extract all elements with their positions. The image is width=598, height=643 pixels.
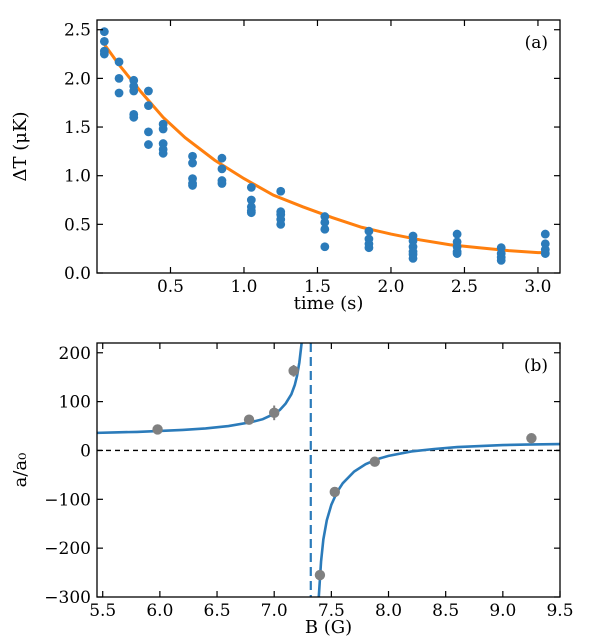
b-x-tick-label: 7.5 xyxy=(318,601,345,621)
panel-a-data-point xyxy=(364,226,374,236)
panel-a-label: (a) xyxy=(525,33,548,53)
panel-b-data-point xyxy=(268,407,280,419)
panel-b-data-point xyxy=(314,569,326,581)
panel-a-data-point xyxy=(246,182,256,192)
panel-a-data-point xyxy=(540,249,550,258)
a-x-tick-label: 2.5 xyxy=(451,277,478,297)
panel-a-data-point xyxy=(188,158,197,168)
panel-a-data-point xyxy=(217,153,227,163)
b-x-tick-label: 7.0 xyxy=(261,601,288,621)
panel-a-data-point xyxy=(99,27,109,37)
b-x-tick-label: 9.0 xyxy=(489,601,516,621)
panel-a-x-axis-label: time (s) xyxy=(294,293,364,314)
panel-a-data-point xyxy=(320,242,330,252)
panel-a-y-axis-label: ΔT (μK) xyxy=(10,112,31,182)
a-x-tick-label: 1.5 xyxy=(304,277,331,297)
panel-a-data-point xyxy=(452,229,462,239)
panel-b-ticks-layer: 5.5 6.0 6.5 7.0 7.5 8.0 8.5 9.0 9.5 −300 −200 −100 0… xyxy=(44,343,574,621)
b-x-tick-label: 8.5 xyxy=(432,601,459,621)
b-x-tick-label: 8.0 xyxy=(375,601,402,621)
panel-a-data-point xyxy=(217,164,227,174)
panel-a-data-point xyxy=(320,218,330,227)
panel-a-data-point xyxy=(114,57,124,67)
a-y-tick-label: 2.0 xyxy=(64,69,91,89)
panel-a-data-point xyxy=(144,86,153,96)
panel-a-data-point xyxy=(114,73,124,83)
panel-a-data-points-layer xyxy=(99,27,550,265)
panel-a-data-point xyxy=(144,101,153,111)
panel-a-fit-curve-layer xyxy=(103,43,546,255)
panel-b-scattering-length-plot: 5.5 6.0 6.5 7.0 7.5 8.0 8.5 9.0 9.5 −300 −200 −100 0… xyxy=(10,342,574,638)
panel-a-data-point xyxy=(452,249,462,258)
panel-b-label: (b) xyxy=(524,356,548,376)
panel-a-data-point xyxy=(129,112,139,122)
b-x-tick-label: 6.5 xyxy=(204,601,231,621)
panel-a-data-point xyxy=(246,195,256,205)
b-x-tick-label: 6.0 xyxy=(146,601,173,621)
panel-a-data-point xyxy=(158,124,168,134)
b-y-tick-label: −100 xyxy=(44,490,91,510)
panel-a-data-point xyxy=(99,37,109,46)
panel-b-data-point xyxy=(369,456,380,467)
a-y-tick-label: 0.5 xyxy=(64,215,91,235)
panel-b-data-point xyxy=(526,433,537,444)
b-y-tick-label: −300 xyxy=(44,588,91,608)
b-y-tick-label: 200 xyxy=(59,344,91,364)
panel-a-fit-curve xyxy=(103,43,546,255)
panel-a-thermalization-plot: 0.5 1.0 1.5 2.0 2.5 3.0 0.0 0.5 1.0 1.5 2.0 2.5 (a)… xyxy=(10,19,561,314)
panel-a-data-point xyxy=(188,151,197,161)
panel-a-data-point xyxy=(144,127,153,137)
panel-a-ticks-layer: 0.5 1.0 1.5 2.0 2.5 3.0 0.0 0.5 1.0 1.5 2.0 2.5 xyxy=(64,20,560,297)
b-x-tick-label: 9.5 xyxy=(546,601,573,621)
panel-b-fit-branch-2 xyxy=(317,442,560,597)
b-x-tick-label: 5.5 xyxy=(89,601,116,621)
a-y-tick-label: 0.0 xyxy=(64,264,91,284)
b-y-tick-label: −200 xyxy=(44,539,91,559)
panel-b-fit-curve-layer xyxy=(97,343,560,597)
panel-b-fit-branch-1 xyxy=(97,343,303,435)
panel-a-data-point xyxy=(276,186,286,196)
panel-b-plot-frame xyxy=(96,342,561,598)
a-y-tick-label: 1.0 xyxy=(64,167,91,187)
panel-a-data-point xyxy=(496,255,506,265)
panel-b-data-point xyxy=(152,424,163,435)
panel-a-data-point xyxy=(276,219,286,229)
b-y-tick-label: 0 xyxy=(80,441,91,461)
a-y-tick-label: 1.5 xyxy=(64,118,91,138)
a-y-tick-label: 2.5 xyxy=(64,21,91,41)
panel-b-data-point xyxy=(288,365,299,377)
a-x-tick-label: 2.0 xyxy=(377,277,404,297)
panel-a-data-point xyxy=(364,243,374,253)
panel-a-data-point xyxy=(144,140,153,149)
b-y-tick-label: 100 xyxy=(59,393,91,413)
panel-a-data-point xyxy=(99,49,109,59)
a-x-tick-label: 0.5 xyxy=(157,277,184,297)
panel-a-data-point xyxy=(217,179,227,188)
panel-a-plot-frame xyxy=(96,19,561,274)
panel-a-data-point xyxy=(114,88,124,98)
panel-a-data-point xyxy=(540,229,550,239)
panel-a-data-point xyxy=(158,148,168,158)
panel-a-data-point xyxy=(188,181,197,190)
panel-b-y-axis-label: a/a₀ xyxy=(10,453,31,488)
panel-b-data-point xyxy=(329,486,340,498)
panel-b-data-point xyxy=(243,414,255,425)
a-x-tick-label: 1.0 xyxy=(230,277,257,297)
panel-b-x-axis-label: B (G) xyxy=(305,617,352,638)
a-x-tick-label: 3.0 xyxy=(524,277,551,297)
panel-a-data-point xyxy=(320,224,330,234)
panel-b-data-points-layer xyxy=(152,364,537,581)
panel-a-data-point xyxy=(408,254,418,263)
panel-a-data-point xyxy=(246,208,256,218)
panel-a-data-point xyxy=(129,86,139,96)
